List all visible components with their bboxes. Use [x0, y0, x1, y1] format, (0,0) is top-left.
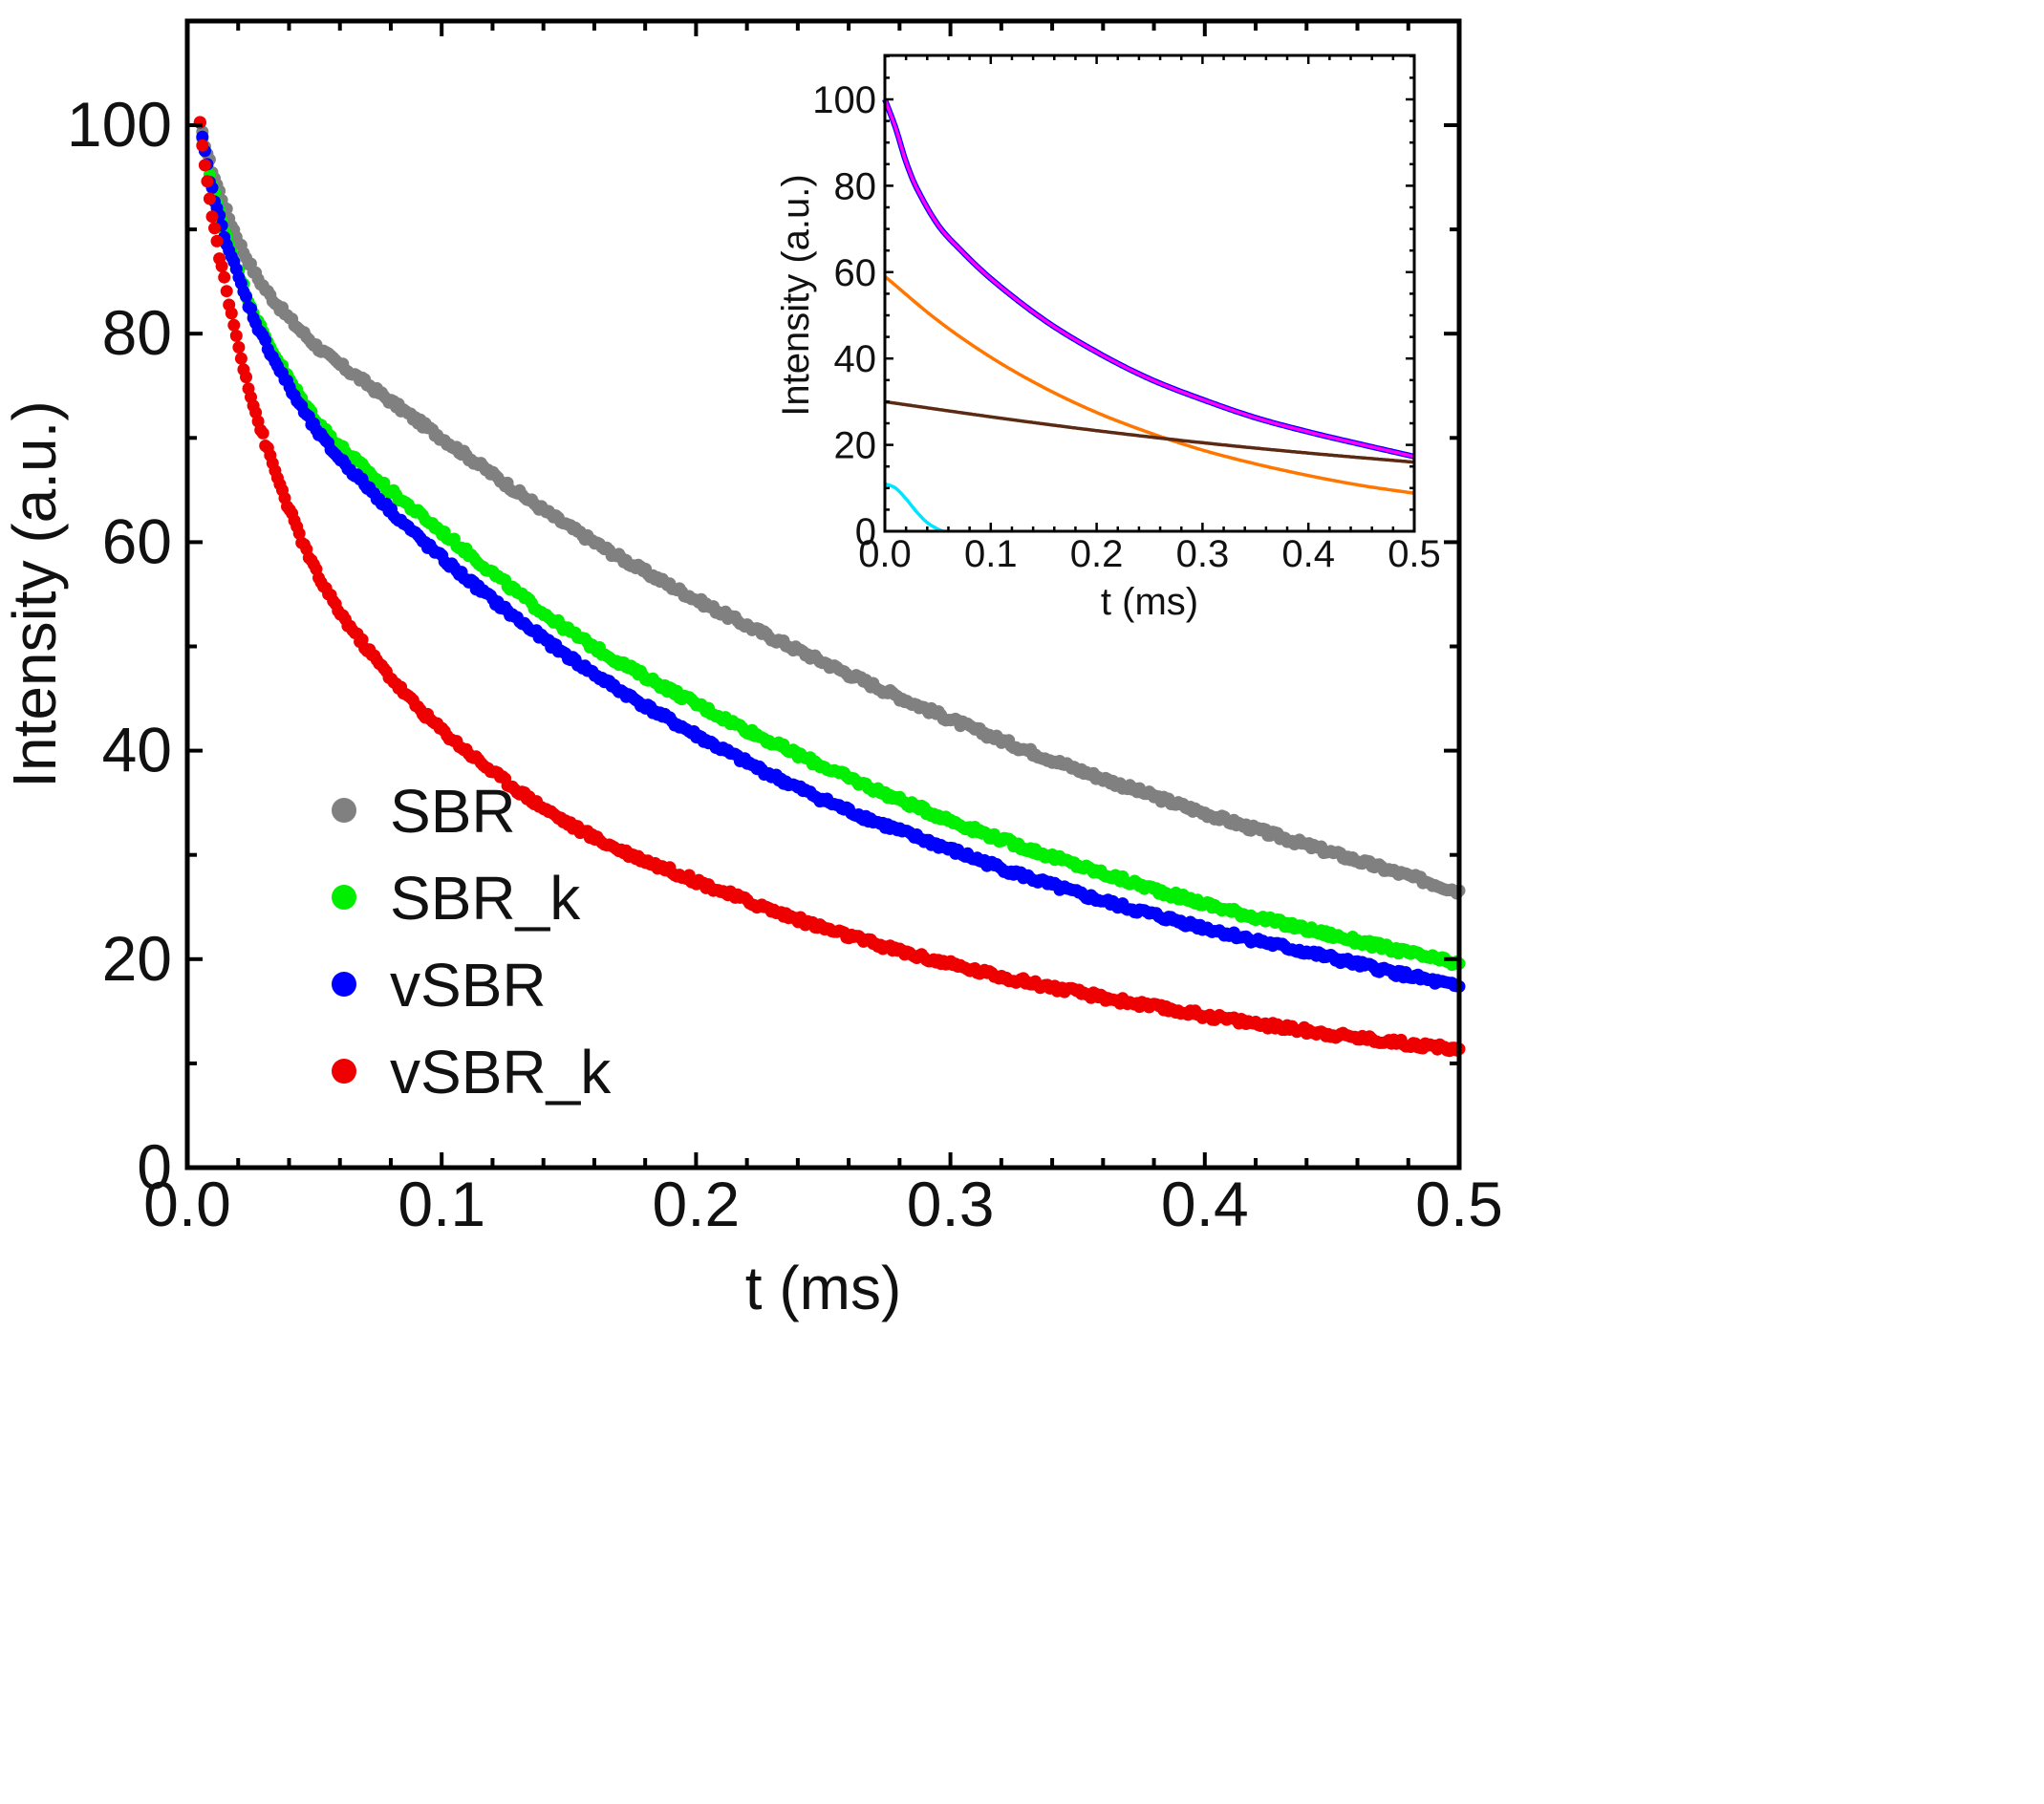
- series-SBR_k: [193, 116, 1466, 972]
- main-marks: [193, 116, 1466, 1058]
- y-tick-label: 100: [67, 89, 172, 160]
- legend-marker-vSBR: [332, 972, 356, 997]
- data-point: [234, 352, 247, 365]
- data-point: [208, 222, 221, 235]
- data-point: [196, 130, 209, 143]
- inset-marks: [882, 97, 1416, 533]
- x-tick-label: 0.0: [143, 1169, 231, 1239]
- data-point: [232, 341, 246, 354]
- data-point: [218, 270, 231, 284]
- data-point: [256, 426, 269, 440]
- inset-line-component-1: [883, 274, 1415, 495]
- legend-label: SBR: [390, 777, 516, 846]
- x-tick-label: 0.5: [1415, 1169, 1503, 1239]
- data-point: [225, 307, 238, 320]
- main-plot-frame: [184, 18, 1462, 1170]
- legend-marker-SBR: [332, 798, 356, 823]
- main-chart: 0.0 0.1 0.2 0.3 0.4 0.5 0 20 40 60 80 100 t (ms) In…: [0, 18, 1503, 1322]
- inset-x-axis-title: t (ms): [1101, 581, 1198, 623]
- y-tick-label: 40: [102, 715, 172, 785]
- data-point: [215, 260, 228, 273]
- inset-y-tick-label: 100: [812, 79, 876, 121]
- inset-y-axis-title: Intensity (a.u.): [775, 174, 817, 416]
- x-axis-title: t (ms): [745, 1254, 902, 1322]
- data-point: [210, 234, 224, 247]
- inset-line-component-3: [883, 482, 945, 533]
- series-vSBR_k: [193, 116, 1466, 1058]
- inset-y-tick-label: 60: [834, 252, 877, 294]
- inset-y-tick-label: 20: [834, 425, 877, 467]
- data-point: [203, 192, 216, 205]
- y-axis-title: Intensity (a.u.): [0, 400, 69, 788]
- data-point: [220, 285, 233, 298]
- data-point: [196, 139, 209, 152]
- inset-x-tick-label: 0.4: [1281, 533, 1335, 575]
- inset-y-tick-label: 0: [855, 511, 876, 553]
- data-point: [240, 290, 252, 303]
- inset-x-tick-label: 0.2: [1070, 533, 1124, 575]
- data-point: [229, 329, 243, 342]
- y-tick-label: 20: [102, 923, 172, 994]
- inset-tick-labels: 0.0 0.1 0.2 0.3 0.4 0.5 0 20 40 60 80 100: [812, 79, 1441, 575]
- inset-chart: 0.0 0.1 0.2 0.3 0.4 0.5 0 20 40 60 80 100 t (ms) In…: [775, 54, 1441, 623]
- data-point: [198, 159, 211, 172]
- legend-label: vSBR: [390, 951, 547, 1020]
- legend-marker-SBR_k: [332, 885, 356, 910]
- legend-marker-vSBR_k: [332, 1059, 356, 1084]
- x-tick-label: 0.4: [1161, 1169, 1249, 1239]
- legend: SBR SBR_k vSBR vSBR_k: [332, 777, 612, 1106]
- data-point: [292, 526, 306, 540]
- data-point: [227, 318, 241, 332]
- data-point: [201, 175, 214, 188]
- inset-y-tick-label: 40: [834, 338, 877, 380]
- legend-label: vSBR_k: [390, 1038, 612, 1106]
- y-tick-label: 80: [102, 297, 172, 368]
- legend-label: SBR_k: [390, 864, 581, 933]
- data-point: [205, 210, 219, 224]
- inset-line-component-2: [884, 399, 1415, 464]
- inset-ticks: [883, 54, 1416, 533]
- data-point: [240, 371, 252, 384]
- x-tick-label: 0.2: [653, 1169, 741, 1239]
- y-tick-label: 60: [102, 505, 172, 576]
- inset-x-tick-label: 0.5: [1388, 533, 1441, 575]
- inset-x-tick-label: 0.3: [1176, 533, 1230, 575]
- inset-x-tick-label: 0.1: [964, 533, 1018, 575]
- x-tick-label: 0.1: [398, 1169, 485, 1239]
- x-tick-label: 0.3: [907, 1169, 995, 1239]
- inset-background: [885, 55, 1414, 531]
- inset-x-tick-label: 0.0: [858, 533, 912, 575]
- inset-y-tick-label: 80: [834, 165, 877, 207]
- main-tick-labels: 0.0 0.1 0.2 0.3 0.4 0.5 0 20 40 60 80 100: [67, 89, 1503, 1239]
- y-tick-label: 0: [137, 1131, 172, 1202]
- main-ticks: [185, 21, 1461, 1170]
- inset-line-fit: [883, 98, 1415, 459]
